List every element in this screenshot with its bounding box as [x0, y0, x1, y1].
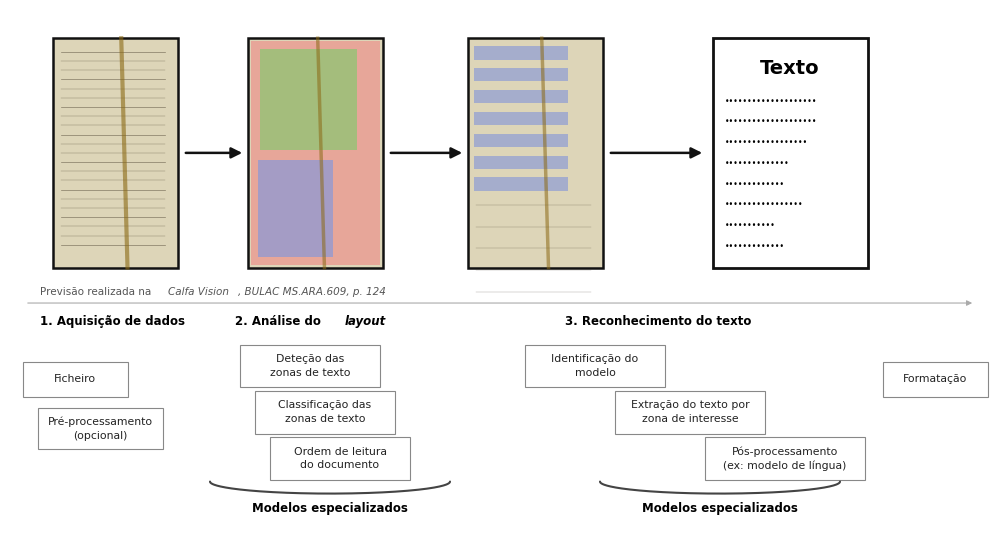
Text: Formatação: Formatação: [903, 375, 967, 384]
Bar: [38, 408, 162, 449]
Bar: [474, 134, 568, 147]
Bar: [270, 437, 410, 480]
Bar: [474, 177, 568, 191]
Text: Previsão realizada na: Previsão realizada na: [40, 287, 154, 297]
Bar: [474, 112, 568, 125]
Bar: [474, 156, 568, 169]
Text: , BULAC MS.ARA.609, p. 124: , BULAC MS.ARA.609, p. 124: [238, 287, 386, 297]
Text: layout: layout: [345, 314, 386, 328]
Text: Ordem de leitura
do documento: Ordem de leitura do documento: [294, 447, 386, 471]
Text: ••••••••••••••: ••••••••••••••: [724, 159, 789, 168]
Text: Texto: Texto: [760, 59, 820, 78]
Text: Modelos especializados: Modelos especializados: [252, 502, 408, 515]
Bar: [255, 391, 395, 434]
Text: ••••••••••••••••••••: ••••••••••••••••••••: [724, 117, 817, 126]
Text: Calfa Vision: Calfa Vision: [168, 287, 229, 297]
Bar: [615, 391, 765, 434]
Bar: [250, 41, 380, 265]
Bar: [22, 362, 128, 397]
Text: Extração do texto por
zona de interesse: Extração do texto por zona de interesse: [631, 400, 749, 424]
Text: •••••••••••••: •••••••••••••: [724, 242, 785, 251]
Bar: [883, 362, 988, 397]
Bar: [474, 68, 568, 81]
Text: 1. Aquisição de dados: 1. Aquisição de dados: [40, 314, 185, 328]
Bar: [474, 46, 568, 60]
Text: Modelos especializados: Modelos especializados: [642, 502, 798, 515]
Bar: [260, 49, 357, 150]
Text: Ficheiro: Ficheiro: [54, 375, 96, 384]
Text: Identificação do
modelo: Identificação do modelo: [551, 354, 639, 378]
Text: •••••••••••••••••: •••••••••••••••••: [724, 200, 803, 209]
Text: 2. Análise do: 2. Análise do: [235, 314, 325, 328]
Bar: [248, 38, 382, 268]
Text: ••••••••••••••••••••: ••••••••••••••••••••: [724, 97, 817, 105]
Bar: [712, 38, 868, 268]
Bar: [258, 161, 333, 257]
Text: •••••••••••: •••••••••••: [724, 221, 775, 230]
Text: ••••••••••••••••••: ••••••••••••••••••: [724, 138, 808, 147]
Bar: [474, 90, 568, 103]
Text: Classificação das
zonas de texto: Classificação das zonas de texto: [278, 400, 372, 424]
Bar: [53, 38, 178, 268]
Text: Pré-processamento
(opcional): Pré-processamento (opcional): [47, 417, 153, 441]
Text: •••••••••••••: •••••••••••••: [724, 180, 785, 188]
Text: 3. Reconhecimento do texto: 3. Reconhecimento do texto: [565, 314, 751, 328]
Bar: [240, 345, 380, 387]
Bar: [468, 38, 602, 268]
Text: Deteção das
zonas de texto: Deteção das zonas de texto: [270, 354, 350, 378]
Bar: [705, 437, 865, 480]
Bar: [525, 345, 665, 387]
Text: Pós-processamento
(ex: modelo de língua): Pós-processamento (ex: modelo de língua): [723, 446, 847, 471]
